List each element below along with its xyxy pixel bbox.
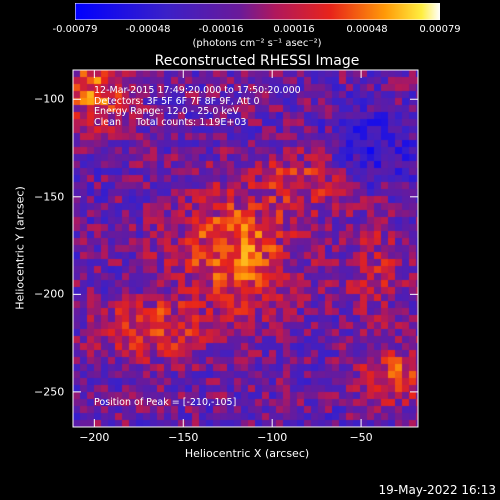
annotation-time-range: 12-Mar-2015 17:49:20.000 to 17:50:20.000	[94, 85, 301, 96]
colorbar-tick-label: 0.00016	[273, 24, 315, 35]
colorbar-tick-label: 0.00079	[419, 24, 461, 35]
x-axis-label: Heliocentric X (arcsec)	[184, 447, 310, 460]
peak-position-label: Position of Peak = [-210,-105]	[94, 397, 237, 408]
observation-annotations: 12-Mar-2015 17:49:20.000 to 17:50:20.000…	[94, 85, 301, 128]
y-tick-label: −200	[34, 287, 65, 301]
heatmap-image	[73, 70, 418, 427]
y-tick-label: −250	[34, 385, 65, 399]
x-tick-label: −50	[349, 431, 373, 444]
timestamp: 19-May-2022 16:13	[378, 483, 496, 497]
x-tick-label: −200	[79, 431, 110, 444]
y-tick-label: −150	[34, 190, 65, 204]
colorbar	[75, 3, 440, 20]
chart-title: Reconstructed RHESSI Image	[154, 53, 360, 69]
annotation-energy-range: Energy Range: 12.0 - 25.0 keV	[94, 106, 239, 117]
colorbar-tick-label: -0.00079	[52, 24, 98, 35]
y-tick-label: −100	[34, 92, 65, 106]
colorbar-tick-label: 0.00048	[346, 24, 388, 35]
colorbar-tick-label: -0.00048	[125, 24, 171, 35]
plot-frame	[72, 69, 419, 428]
x-tick-label: −100	[257, 431, 288, 444]
x-tick-label: −150	[168, 431, 199, 444]
y-axis-label: Heliocentric Y (arcsec)	[13, 186, 27, 310]
colorbar-tick-labels: -0.00079 -0.00048 -0.00016 0.00016 0.00048 0.…	[0, 0, 500, 60]
annotation-clean-counts: Clean Total counts: 1.19E+03	[94, 116, 247, 128]
colorbar-unit-label: (photons cm⁻² s⁻¹ asec⁻²)	[192, 38, 322, 49]
annotation-detectors: Detectors: 3F 5F 6F 7F 8F 9F, Att 0	[94, 95, 260, 107]
colorbar-tick-label: -0.00016	[198, 24, 244, 35]
